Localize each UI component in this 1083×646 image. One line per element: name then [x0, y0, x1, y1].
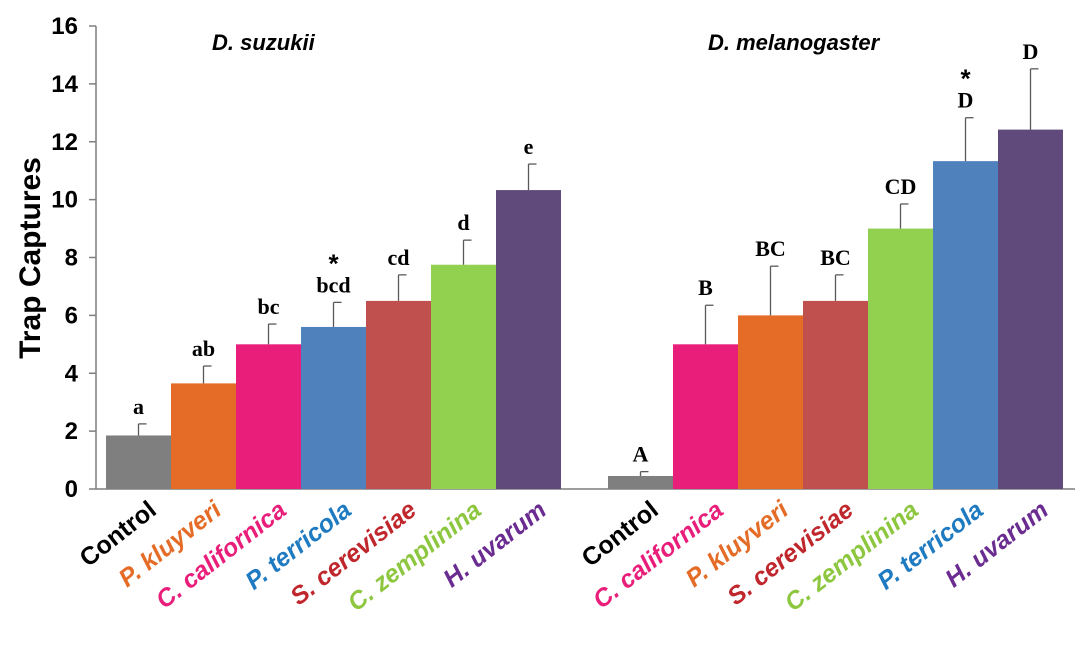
bar — [301, 326, 366, 489]
significance-label: A — [633, 442, 649, 467]
significance-label: a — [133, 394, 144, 419]
bar — [236, 344, 301, 489]
y-tick-label: 14 — [51, 71, 78, 98]
significance-label: d — [457, 210, 469, 235]
y-tick-label: 12 — [51, 129, 78, 156]
y-axis-label: Trap Captures — [14, 157, 47, 359]
significance-star: * — [328, 248, 339, 278]
bar — [608, 475, 673, 489]
significance-label: CD — [885, 174, 917, 199]
bar — [803, 300, 868, 489]
bar — [933, 161, 998, 489]
bar — [496, 190, 561, 489]
y-tick-label: 2 — [65, 418, 78, 445]
y-tick-label: 4 — [65, 360, 79, 387]
group-title: D. melanogaster — [708, 30, 881, 55]
bar-group: D. suzukii a ab bc bcd* cd d e — [106, 30, 561, 489]
y-tick-label: 8 — [65, 245, 78, 272]
significance-label: bc — [258, 294, 280, 319]
y-tick-label: 16 — [51, 13, 78, 40]
significance-label: e — [524, 134, 534, 159]
significance-label: BC — [820, 245, 851, 270]
y-tick-label: 10 — [51, 187, 78, 214]
significance-label: cd — [388, 245, 410, 270]
bar — [171, 383, 236, 489]
significance-label: ab — [192, 336, 215, 361]
significance-label: D — [958, 88, 974, 113]
bar — [366, 300, 431, 489]
y-tick-label: 6 — [65, 302, 78, 329]
bar — [738, 315, 803, 489]
bar — [673, 344, 738, 489]
bar — [431, 264, 496, 489]
bar — [106, 435, 171, 489]
significance-label: D — [1023, 39, 1039, 64]
y-axis: 0 2 4 6 8 10 12 14 16 — [51, 13, 97, 503]
bar — [868, 228, 933, 489]
y-tick-label: 0 — [65, 476, 78, 503]
significance-label: bcd — [316, 272, 350, 297]
bar — [998, 129, 1063, 489]
significance-label: BC — [755, 236, 786, 261]
significance-label: B — [698, 275, 713, 300]
significance-star: * — [960, 64, 971, 94]
group-title: D. suzukii — [212, 30, 316, 55]
